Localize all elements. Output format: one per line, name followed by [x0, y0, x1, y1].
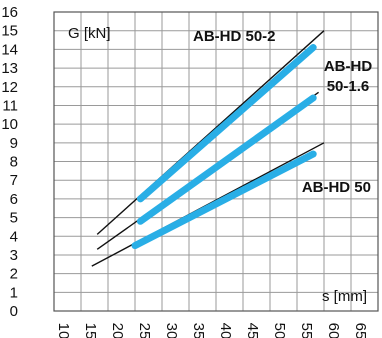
y-tick-label-4: 4 [10, 228, 18, 245]
y-tick-label-3: 3 [10, 247, 18, 264]
series-labels: AB-HD 50-2 AB-HD 50-1.6 AB-HD 50 [193, 28, 372, 196]
series-highlight-ab-hd-50-2 [136, 44, 317, 203]
y-axis-label: G [kN] [68, 25, 111, 42]
y-tick-label-12: 12 [1, 79, 18, 96]
x-tick-label-60: 60 [325, 323, 342, 338]
x-tick-label-20: 20 [109, 323, 126, 338]
series-highlights [131, 44, 317, 250]
y-tick-label-6: 6 [10, 191, 18, 208]
y-tick-label-1: 1 [10, 284, 18, 301]
x-tick-label-30: 30 [163, 323, 180, 338]
x-tick-label-25: 25 [136, 323, 153, 338]
plot-frame [53, 11, 379, 312]
x-tick-label-55: 55 [298, 323, 315, 338]
x-tick-label-40: 40 [217, 323, 234, 338]
y-tick-label-9: 9 [10, 135, 18, 152]
x-tick-label-65: 65 [352, 323, 369, 338]
y-tick-label-0: 0 [10, 303, 18, 320]
tick-labels: 10 15 20 25 30 35 40 45 50 55 60 65 7001234567891011… [1, 4, 382, 338]
series-label-ab-hd-50-2: AB-HD 50-2 [193, 28, 276, 45]
grid [53, 11, 379, 312]
y-tick-label-7: 7 [10, 172, 18, 189]
y-tick-label-13: 13 [1, 60, 18, 77]
series-highlight-ab-hd-50 [131, 150, 317, 250]
series-line-ab-hd-50-2 [96, 30, 325, 235]
x-tick-label-50: 50 [271, 323, 288, 338]
y-tick-label-2: 2 [10, 266, 18, 283]
y-tick-label-16: 16 [1, 4, 18, 21]
series-label-ab-hd-50-1-6-line-2: 50-1.6 [327, 78, 370, 95]
series-highlight-ab-hd-50-1-6 [136, 94, 317, 225]
series-label-ab-hd-50: AB-HD 50 [302, 179, 371, 196]
y-tick-label-10: 10 [1, 116, 18, 133]
x-tick-label-15: 15 [82, 323, 99, 338]
x-tick-label-70: 70 [379, 323, 382, 338]
y-tick-label-11: 11 [2, 97, 18, 114]
series-label-ab-hd-50-1-6-line-1: AB-HD [324, 58, 372, 75]
y-tick-label-15: 15 [1, 23, 18, 40]
x-tick-label-45: 45 [244, 323, 261, 338]
x-axis-label: s [mm] [322, 288, 367, 305]
y-tick-label-5: 5 [10, 210, 18, 227]
x-tick-label-10: 10 [55, 323, 72, 338]
y-tick-label-8: 8 [10, 154, 18, 171]
x-tick-label-35: 35 [190, 323, 207, 338]
y-tick-label-14: 14 [1, 41, 18, 58]
